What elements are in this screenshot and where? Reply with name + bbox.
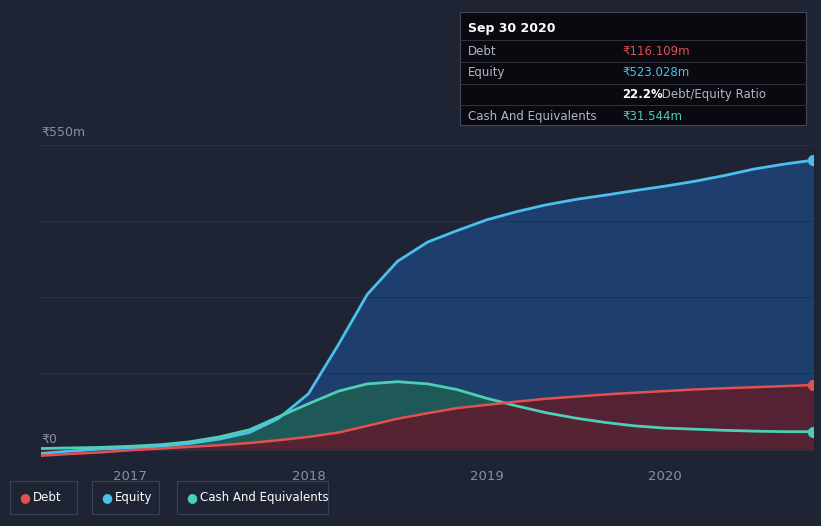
Text: Cash And Equivalents: Cash And Equivalents: [468, 110, 597, 123]
Text: ₹116.109m: ₹116.109m: [622, 45, 690, 58]
Text: ●: ●: [186, 491, 197, 504]
Text: 22.2%: 22.2%: [622, 88, 663, 101]
Text: Debt/Equity Ratio: Debt/Equity Ratio: [658, 88, 766, 101]
Text: Debt: Debt: [468, 45, 497, 58]
Text: ₹550m: ₹550m: [41, 126, 85, 139]
Point: [806, 428, 819, 436]
Text: ●: ●: [19, 491, 30, 504]
Text: Equity: Equity: [115, 491, 153, 504]
Text: Cash And Equivalents: Cash And Equivalents: [200, 491, 328, 504]
Text: ₹523.028m: ₹523.028m: [622, 66, 690, 79]
Point: [806, 156, 819, 165]
Text: Equity: Equity: [468, 66, 506, 79]
Text: Sep 30 2020: Sep 30 2020: [468, 22, 556, 35]
Text: ₹31.544m: ₹31.544m: [622, 110, 682, 123]
Point: [806, 381, 819, 389]
Text: ₹0: ₹0: [41, 433, 57, 446]
Text: Debt: Debt: [33, 491, 62, 504]
Text: ●: ●: [101, 491, 112, 504]
